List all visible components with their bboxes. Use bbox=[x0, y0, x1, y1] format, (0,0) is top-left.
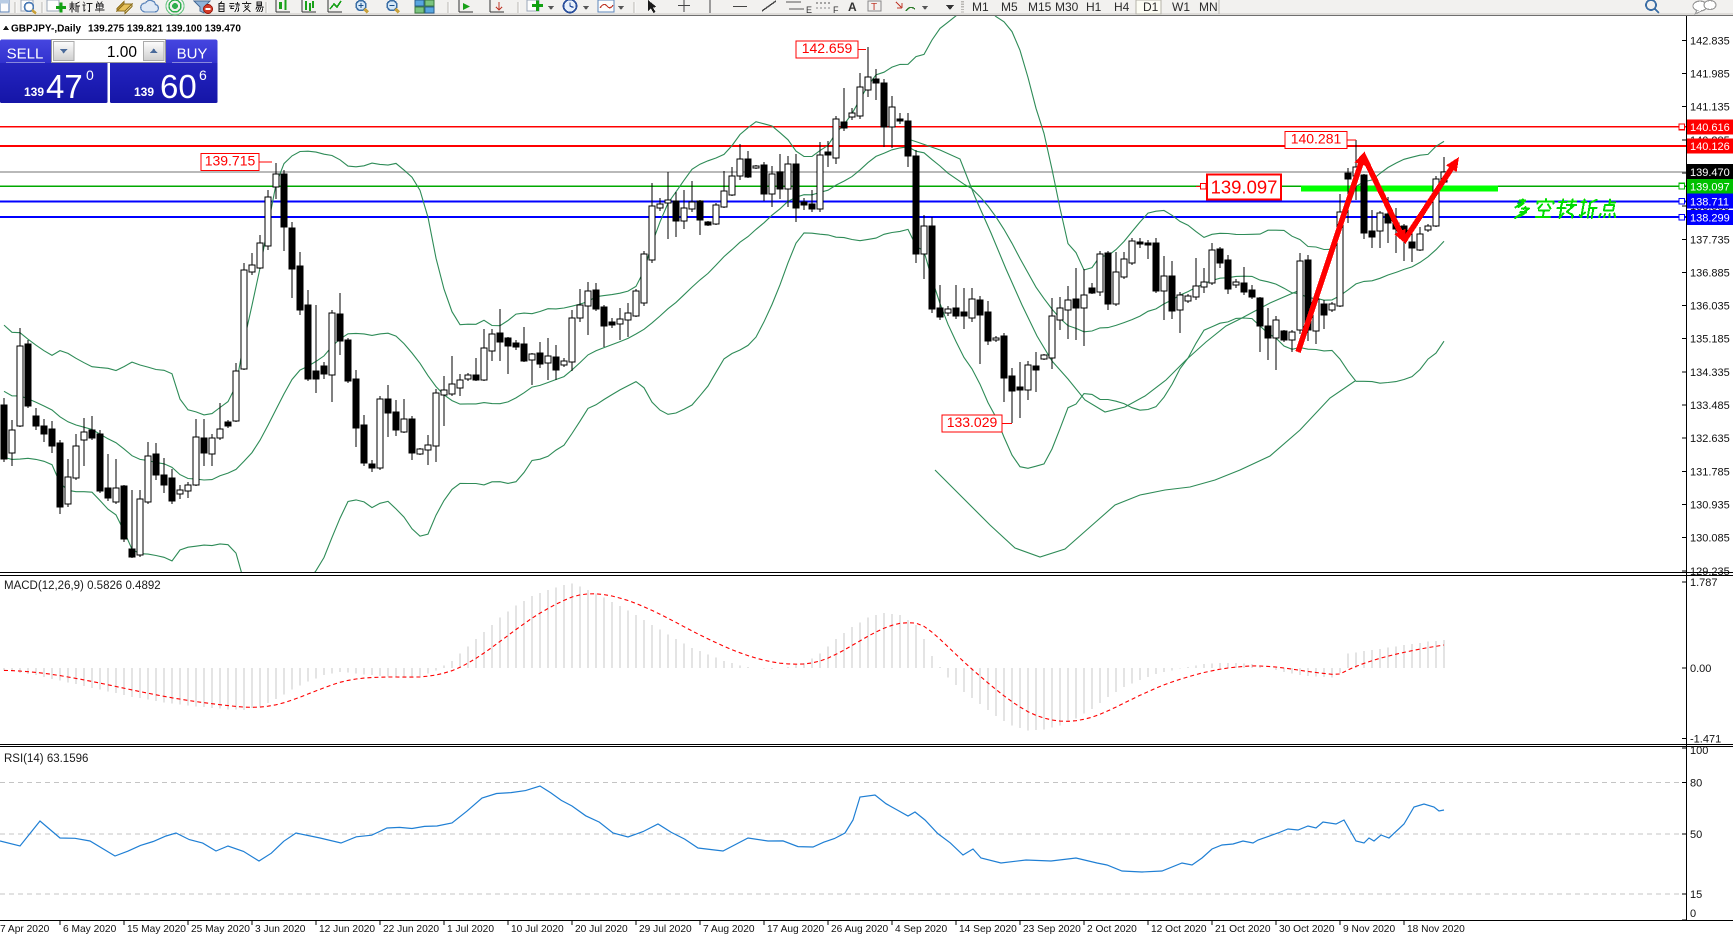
svg-text:A: A bbox=[848, 0, 857, 14]
svg-text:140.126: 140.126 bbox=[1690, 141, 1730, 153]
svg-text:6: 6 bbox=[199, 67, 207, 83]
svg-text:140.281: 140.281 bbox=[1291, 131, 1342, 147]
svg-text:1.787: 1.787 bbox=[1690, 577, 1718, 589]
svg-text:26 Aug 2020: 26 Aug 2020 bbox=[831, 924, 889, 935]
svg-text:17 Aug 2020: 17 Aug 2020 bbox=[767, 924, 825, 935]
svg-text:100: 100 bbox=[1690, 745, 1708, 757]
svg-text:21 Oct 2020: 21 Oct 2020 bbox=[1215, 924, 1271, 935]
svg-text:22 Jun 2020: 22 Jun 2020 bbox=[383, 924, 439, 935]
svg-text:50: 50 bbox=[1690, 829, 1702, 841]
svg-text:134.335: 134.335 bbox=[1690, 367, 1730, 379]
svg-text:0: 0 bbox=[86, 67, 94, 83]
svg-text:137.735: 137.735 bbox=[1690, 234, 1730, 246]
svg-text:3 Jun 2020: 3 Jun 2020 bbox=[255, 924, 306, 935]
svg-text:25 May 2020: 25 May 2020 bbox=[191, 924, 250, 935]
svg-text:135.185: 135.185 bbox=[1690, 334, 1730, 346]
svg-text:130.085: 130.085 bbox=[1690, 533, 1730, 545]
svg-text:4 Sep 2020: 4 Sep 2020 bbox=[895, 924, 947, 935]
svg-text:139.097: 139.097 bbox=[1211, 177, 1278, 198]
svg-text:-1.471: -1.471 bbox=[1690, 734, 1721, 746]
svg-text:7 Apr 2020: 7 Apr 2020 bbox=[0, 924, 50, 935]
svg-text:133.485: 133.485 bbox=[1690, 400, 1730, 412]
svg-text:M1: M1 bbox=[972, 0, 989, 14]
svg-text:23 Sep 2020: 23 Sep 2020 bbox=[1023, 924, 1081, 935]
svg-text:9 Nov 2020: 9 Nov 2020 bbox=[1343, 924, 1395, 935]
svg-text:139.275 139.821 139.100 139.47: 139.275 139.821 139.100 139.470 bbox=[88, 24, 241, 35]
svg-text:136.885: 136.885 bbox=[1690, 267, 1730, 279]
svg-text:W1: W1 bbox=[1172, 0, 1190, 14]
svg-text:M30: M30 bbox=[1055, 0, 1079, 14]
svg-text:MACD(12,26,9) 0.5826 0.4892: MACD(12,26,9) 0.5826 0.4892 bbox=[4, 580, 161, 592]
svg-text:138.711: 138.711 bbox=[1690, 196, 1729, 208]
svg-text:141.135: 141.135 bbox=[1690, 102, 1730, 114]
svg-text:RSI(14) 63.1596: RSI(14) 63.1596 bbox=[4, 753, 88, 765]
svg-text:H4: H4 bbox=[1114, 0, 1130, 14]
svg-text:139: 139 bbox=[134, 85, 154, 99]
svg-text:129.235: 129.235 bbox=[1690, 566, 1730, 578]
svg-text:F: F bbox=[833, 5, 839, 15]
svg-text:20 Jul 2020: 20 Jul 2020 bbox=[575, 924, 628, 935]
svg-text:M5: M5 bbox=[1001, 0, 1018, 14]
svg-text:130.935: 130.935 bbox=[1690, 500, 1730, 512]
svg-text:SELL: SELL bbox=[7, 46, 44, 63]
svg-text:140.616: 140.616 bbox=[1690, 122, 1730, 134]
svg-text:18 Nov 2020: 18 Nov 2020 bbox=[1407, 924, 1465, 935]
svg-text:139.097: 139.097 bbox=[1690, 181, 1730, 193]
svg-text:E: E bbox=[806, 5, 812, 15]
svg-text:132.635: 132.635 bbox=[1690, 433, 1730, 445]
svg-text:60: 60 bbox=[160, 68, 197, 105]
svg-text:47: 47 bbox=[46, 68, 83, 105]
svg-text:1.00: 1.00 bbox=[107, 44, 138, 61]
svg-text:30 Oct 2020: 30 Oct 2020 bbox=[1279, 924, 1335, 935]
svg-text:139.715: 139.715 bbox=[205, 153, 256, 169]
svg-text:MN: MN bbox=[1199, 0, 1218, 14]
svg-text:15 May 2020: 15 May 2020 bbox=[127, 924, 186, 935]
svg-text:T: T bbox=[871, 2, 877, 13]
svg-text:80: 80 bbox=[1690, 777, 1702, 789]
svg-text:10 Jul 2020: 10 Jul 2020 bbox=[511, 924, 564, 935]
svg-text:141.985: 141.985 bbox=[1690, 69, 1730, 81]
svg-text:2 Oct 2020: 2 Oct 2020 bbox=[1087, 924, 1137, 935]
svg-text:0: 0 bbox=[1690, 908, 1696, 920]
svg-text:6 May 2020: 6 May 2020 bbox=[63, 924, 117, 935]
svg-text:H1: H1 bbox=[1086, 0, 1102, 14]
svg-text:D1: D1 bbox=[1143, 0, 1159, 14]
svg-text:142.835: 142.835 bbox=[1690, 35, 1730, 47]
svg-text:142.659: 142.659 bbox=[802, 40, 853, 56]
svg-text:0.00: 0.00 bbox=[1690, 663, 1711, 675]
svg-text:M15: M15 bbox=[1028, 0, 1052, 14]
svg-text:12 Jun 2020: 12 Jun 2020 bbox=[319, 924, 375, 935]
svg-text:12 Oct 2020: 12 Oct 2020 bbox=[1151, 924, 1207, 935]
svg-text:138.299: 138.299 bbox=[1690, 213, 1730, 225]
svg-text:29 Jul 2020: 29 Jul 2020 bbox=[639, 924, 692, 935]
svg-text:7 Aug 2020: 7 Aug 2020 bbox=[703, 924, 755, 935]
svg-text:15: 15 bbox=[1690, 889, 1702, 901]
svg-text:1 Jul 2020: 1 Jul 2020 bbox=[447, 924, 494, 935]
svg-text:GBPJPY-,Daily: GBPJPY-,Daily bbox=[11, 24, 81, 35]
svg-text:14 Sep 2020: 14 Sep 2020 bbox=[959, 924, 1017, 935]
svg-text:131.785: 131.785 bbox=[1690, 466, 1730, 478]
svg-text:139.470: 139.470 bbox=[1690, 167, 1730, 179]
svg-text:133.029: 133.029 bbox=[947, 414, 998, 430]
svg-text:136.035: 136.035 bbox=[1690, 301, 1730, 313]
svg-text:BUY: BUY bbox=[177, 46, 208, 63]
svg-text:139: 139 bbox=[24, 85, 44, 99]
